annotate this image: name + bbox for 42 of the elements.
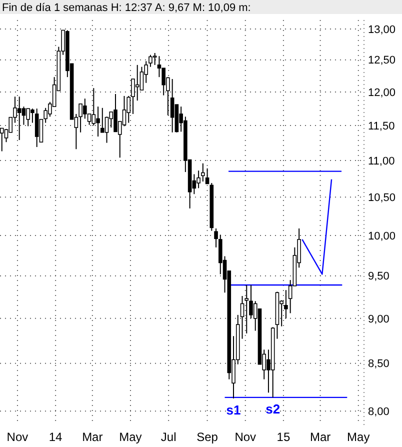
x-tick-label: Nov xyxy=(6,430,28,444)
y-tick-label: 11,00 xyxy=(368,155,395,168)
candlestick xyxy=(34,108,39,148)
y-tick-label: 8,50 xyxy=(368,358,390,370)
candlestick xyxy=(201,162,205,182)
y-tick-label: 10,00 xyxy=(368,230,396,242)
y-tick-label: 13,00 xyxy=(368,24,396,36)
candlestick xyxy=(284,290,288,319)
y-tick-label: 12,00 xyxy=(368,86,396,99)
candlestick xyxy=(135,64,140,102)
candlestick xyxy=(96,106,100,138)
candlestick xyxy=(196,170,200,189)
candlestick xyxy=(100,107,104,133)
chart-title: Fin de día 1 semanas H: 12:37 A: 9,67 M: 10,09 m: xyxy=(2,2,251,14)
x-tick-label: Jul xyxy=(160,430,176,444)
x-tick-label: 15 xyxy=(276,430,290,444)
x-tick-label: Sep xyxy=(196,430,218,444)
annotation: s1 xyxy=(226,402,241,418)
y-tick-label: 9,50 xyxy=(368,270,390,283)
annotation: s2 xyxy=(266,401,280,416)
candlestick xyxy=(126,95,131,124)
candlestick xyxy=(170,78,174,133)
candlestick xyxy=(240,296,244,340)
candlestick xyxy=(148,54,152,68)
candlestick xyxy=(214,228,218,248)
candlestick xyxy=(22,106,26,126)
y-tick-label: 11,50 xyxy=(368,120,395,132)
y-tick-label: 8,00 xyxy=(368,406,390,418)
x-tick-label: Nov xyxy=(234,430,256,444)
candlestick xyxy=(152,52,157,66)
candlestick xyxy=(140,66,144,91)
y-tick-label: 9,00 xyxy=(368,313,390,326)
candlestick xyxy=(17,96,22,141)
x-tick-label: May xyxy=(347,430,370,444)
x-tick-label: Mar xyxy=(310,430,331,444)
x-tick-label: 14 xyxy=(48,430,63,444)
candlestick xyxy=(205,168,210,184)
candlestick xyxy=(92,88,96,126)
y-tick-label: 10,50 xyxy=(368,192,396,204)
y-tick-label: 12,50 xyxy=(368,54,396,67)
x-tick-label: Mar xyxy=(82,430,103,444)
x-tick-label: May xyxy=(119,430,142,444)
